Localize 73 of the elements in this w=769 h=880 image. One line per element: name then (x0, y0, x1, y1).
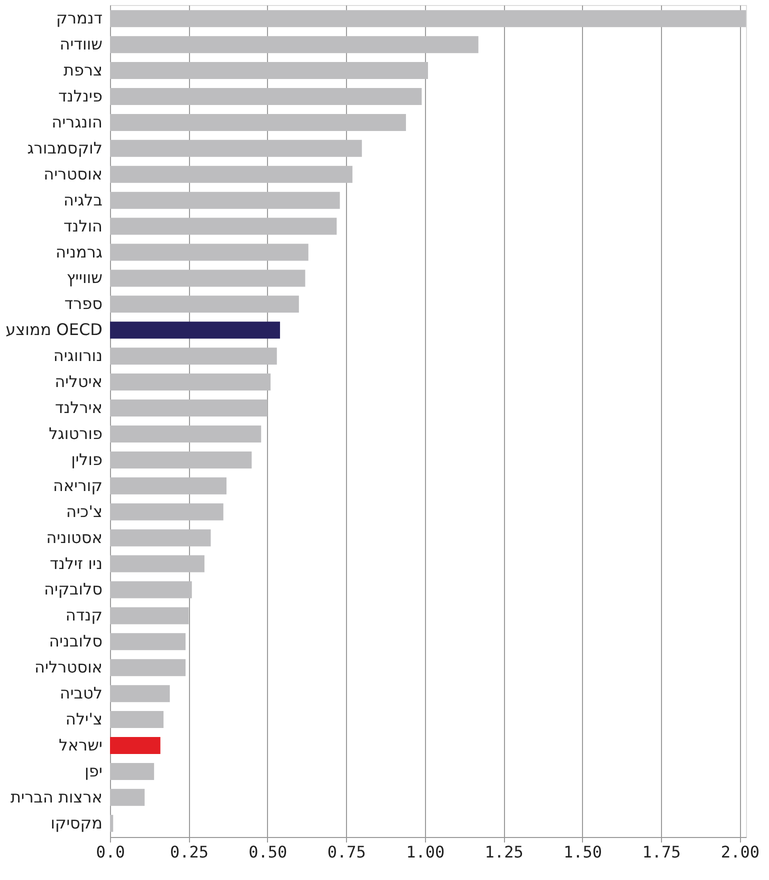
y-tick-label: לוקסמבורג (27, 138, 102, 158)
x-tick-label: 1.75 (642, 842, 681, 862)
y-tick-label: ארצות הברית (10, 787, 102, 806)
y-tick-label: לטביה (60, 684, 102, 703)
bar (110, 736, 160, 754)
bar (110, 140, 362, 157)
bar (110, 192, 340, 209)
y-tick-label: סלובניה (48, 632, 102, 651)
y-tick-label: יפן (84, 761, 102, 780)
bar (110, 503, 224, 520)
bar (110, 685, 170, 702)
y-tick-label: פינלנד (58, 86, 102, 106)
bar (110, 814, 114, 832)
bar (110, 114, 406, 131)
y-tick-label: גרמניה (56, 242, 103, 262)
bar (110, 166, 352, 183)
x-tick-label: 0.25 (170, 842, 208, 862)
y-tick-label: פולין (71, 450, 102, 469)
bar (110, 451, 252, 468)
bar (110, 581, 192, 598)
y-tick-label: ישראל (58, 735, 102, 754)
x-tick-label: 0.0 (96, 842, 125, 862)
bar (110, 244, 308, 261)
y-tick-label: צרפת (63, 60, 102, 80)
y-tick-label: צ'ילה (65, 710, 102, 729)
y-tick-label: קוריאה (53, 476, 102, 495)
y-tick-label: בלגיה (64, 190, 102, 210)
bar (110, 762, 154, 780)
y-tick-label: פורטוגל (48, 424, 102, 443)
y-tick-label: אסטוניה (46, 528, 102, 547)
bar (110, 270, 306, 287)
bar (110, 62, 428, 80)
bar (110, 88, 422, 106)
y-tick-label: שוודיה (60, 34, 102, 54)
y-tick-label: ספרד (64, 294, 102, 314)
x-tick-label: 1.50 (564, 842, 602, 862)
y-tick-label: מקסיקו (50, 813, 102, 832)
bar (110, 374, 271, 391)
x-tick-label: 1.25 (484, 842, 524, 862)
y-tick-label: ממוצע OECD (6, 320, 102, 340)
y-tick-label: סלובקיה (44, 580, 102, 599)
y-tick-label: איטליה (54, 372, 102, 392)
bar (110, 607, 189, 624)
x-tick-label: 1.00 (406, 842, 445, 862)
bar (110, 218, 337, 235)
bar (110, 529, 211, 546)
bar (110, 296, 299, 313)
bar (110, 477, 226, 494)
x-tick-label: 0.75 (327, 842, 366, 862)
bar (110, 788, 145, 806)
y-tick-label: צ'כיה (66, 502, 102, 521)
bar (110, 36, 478, 54)
bar (110, 348, 277, 365)
y-tick-label: אוסטרליה (34, 658, 102, 677)
y-tick-label: אירלנד (54, 398, 102, 418)
y-tick-label: נורווגיה (53, 346, 102, 366)
bar (110, 633, 186, 650)
bar (110, 555, 204, 572)
y-tick-label: אוסטריה (44, 164, 102, 184)
y-tick-label: קנדה (66, 606, 102, 625)
bar (110, 425, 262, 442)
y-tick-label: ניו זילנד (50, 554, 102, 573)
y-tick-label: הולנד (63, 216, 102, 236)
bar (110, 400, 268, 417)
bar (110, 10, 746, 28)
bar (110, 711, 164, 728)
y-tick-label: שווייץ (66, 268, 102, 288)
x-tick-label: 2.00 (720, 842, 760, 862)
x-tick-label: 0.50 (248, 842, 288, 862)
y-tick-label: הונגריה (52, 112, 102, 132)
bar (110, 322, 280, 339)
y-tick-label: דנמרק (56, 8, 103, 28)
bar (110, 659, 186, 676)
